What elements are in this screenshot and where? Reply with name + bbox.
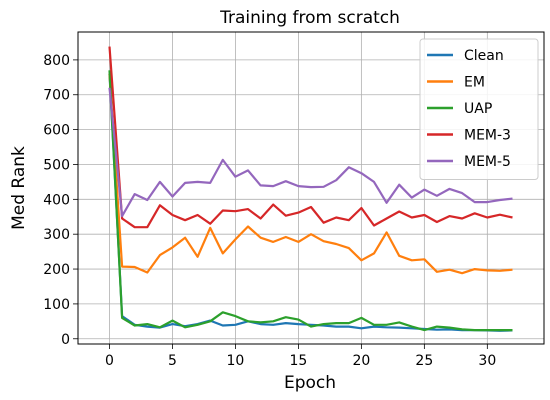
legend-label-clean: Clean	[464, 48, 504, 64]
legend-label-mem-3: MEM-3	[464, 128, 511, 144]
y-tick-label: 0	[61, 332, 70, 348]
y-tick-label: 500	[43, 157, 70, 173]
x-tick-label: 0	[105, 353, 114, 369]
y-tick-label: 300	[43, 227, 70, 243]
series-line-mem-3	[108, 46, 513, 229]
x-tick-label: 15	[289, 353, 307, 369]
plot-area-frame	[77, 31, 545, 345]
y-tick-label: 700	[43, 88, 70, 104]
series-line-mem-5	[108, 87, 513, 218]
series-line-em	[108, 73, 513, 275]
y-tick-label: 400	[43, 192, 70, 208]
y-tick-label: 100	[43, 297, 70, 313]
x-tick-label: 20	[352, 353, 370, 369]
x-tick-label: 10	[227, 353, 245, 369]
legend-label-em: EM	[464, 75, 485, 91]
series-lines	[108, 46, 513, 332]
y-axis-ticks: 0 100 200 300 400 500 600 700 800	[43, 53, 78, 348]
x-axis-ticks: 0 5 10 15 20 25 30	[105, 344, 496, 369]
y-tick-label: 200	[43, 262, 70, 278]
legend: Clean EM UAP MEM-3 MEM-5	[419, 38, 539, 180]
legend-box	[419, 38, 539, 180]
series-line-clean	[108, 73, 513, 332]
x-tick-label: 25	[415, 353, 433, 369]
legend-label-mem-5: MEM-5	[464, 154, 511, 170]
x-tick-label: 30	[478, 353, 496, 369]
y-tick-label: 600	[43, 123, 70, 139]
legend-label-uap: UAP	[464, 101, 492, 117]
y-tick-label: 800	[43, 53, 70, 69]
x-axis-title: Epoch	[284, 373, 336, 393]
y-axis-title: Med Rank	[9, 146, 29, 230]
series-line-uap	[108, 70, 513, 332]
x-tick-label: 5	[168, 353, 177, 369]
chart-title: Training from scratch	[219, 8, 400, 28]
